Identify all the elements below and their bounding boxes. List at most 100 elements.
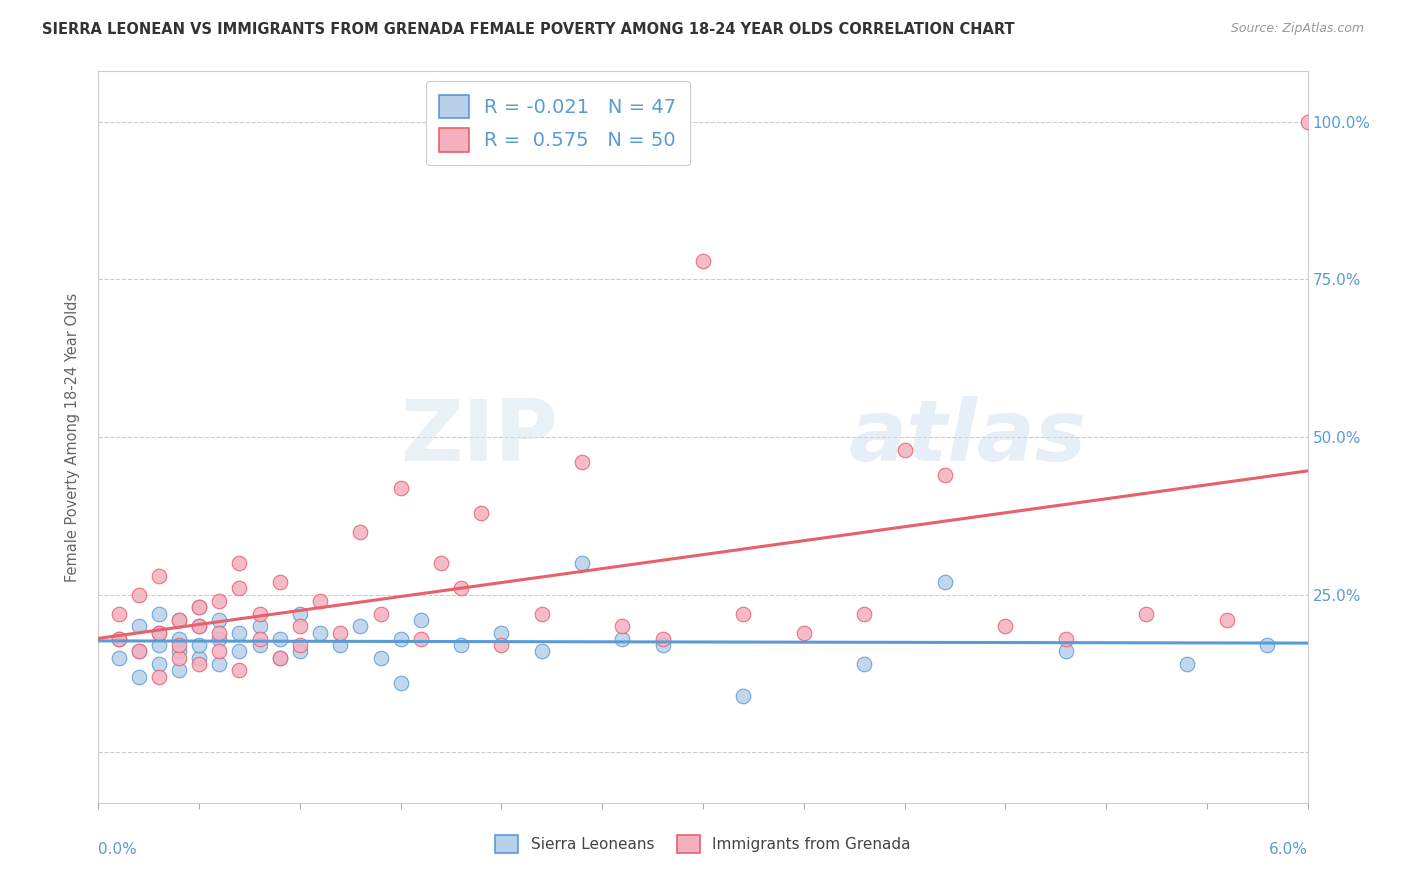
Point — [329, 638, 352, 652]
Point — [288, 607, 311, 621]
Point — [288, 644, 311, 658]
Text: SIERRA LEONEAN VS IMMIGRANTS FROM GRENADA FEMALE POVERTY AMONG 18-24 YEAR OLDS C: SIERRA LEONEAN VS IMMIGRANTS FROM GRENAD… — [42, 22, 1015, 37]
Point — [148, 670, 170, 684]
Point — [188, 600, 211, 615]
Point — [309, 594, 332, 608]
Point — [148, 607, 170, 621]
Point — [893, 442, 915, 457]
Point — [1216, 613, 1239, 627]
Point — [1135, 607, 1157, 621]
Point — [853, 607, 876, 621]
Text: ZIP: ZIP — [401, 395, 558, 479]
Point — [389, 632, 412, 646]
Point — [309, 625, 332, 640]
Point — [853, 657, 876, 671]
Point — [1296, 115, 1319, 129]
Text: atlas: atlas — [848, 395, 1087, 479]
Point — [228, 664, 250, 678]
Point — [370, 650, 392, 665]
Point — [450, 638, 472, 652]
Point — [269, 575, 291, 590]
Point — [450, 582, 472, 596]
Text: 6.0%: 6.0% — [1268, 842, 1308, 856]
Text: 0.0%: 0.0% — [98, 842, 138, 856]
Point — [409, 613, 432, 627]
Point — [733, 607, 755, 621]
Point — [793, 625, 815, 640]
Point — [167, 664, 190, 678]
Point — [148, 625, 170, 640]
Y-axis label: Female Poverty Among 18-24 Year Olds: Female Poverty Among 18-24 Year Olds — [65, 293, 80, 582]
Point — [733, 689, 755, 703]
Point — [228, 582, 250, 596]
Point — [148, 625, 170, 640]
Point — [249, 619, 271, 633]
Point — [430, 556, 453, 570]
Point — [1175, 657, 1198, 671]
Point — [269, 650, 291, 665]
Point — [349, 619, 371, 633]
Point — [1054, 644, 1077, 658]
Point — [188, 600, 211, 615]
Point — [167, 644, 190, 658]
Point — [692, 253, 714, 268]
Point — [228, 625, 250, 640]
Point — [107, 632, 129, 646]
Point — [148, 638, 170, 652]
Point — [571, 556, 593, 570]
Point — [128, 619, 150, 633]
Legend: Sierra Leoneans, Immigrants from Grenada: Sierra Leoneans, Immigrants from Grenada — [488, 827, 918, 861]
Text: Source: ZipAtlas.com: Source: ZipAtlas.com — [1230, 22, 1364, 36]
Point — [228, 644, 250, 658]
Point — [530, 644, 553, 658]
Point — [571, 455, 593, 469]
Point — [491, 625, 513, 640]
Point — [148, 657, 170, 671]
Point — [128, 588, 150, 602]
Point — [994, 619, 1017, 633]
Point — [389, 481, 412, 495]
Point — [349, 524, 371, 539]
Point — [208, 625, 231, 640]
Point — [329, 625, 352, 640]
Point — [128, 644, 150, 658]
Point — [934, 467, 956, 482]
Point — [491, 638, 513, 652]
Point — [208, 613, 231, 627]
Point — [1054, 632, 1077, 646]
Point — [107, 650, 129, 665]
Point — [1256, 638, 1278, 652]
Point — [188, 619, 211, 633]
Point — [612, 619, 634, 633]
Point — [167, 613, 190, 627]
Point — [288, 619, 311, 633]
Point — [208, 632, 231, 646]
Point — [530, 607, 553, 621]
Point — [934, 575, 956, 590]
Point — [107, 632, 129, 646]
Point — [188, 619, 211, 633]
Point — [128, 644, 150, 658]
Point — [208, 594, 231, 608]
Point — [249, 607, 271, 621]
Point — [651, 632, 673, 646]
Point — [167, 613, 190, 627]
Point — [651, 638, 673, 652]
Point — [470, 506, 492, 520]
Point — [269, 650, 291, 665]
Point — [188, 638, 211, 652]
Point — [370, 607, 392, 621]
Point — [249, 638, 271, 652]
Point — [208, 644, 231, 658]
Point — [167, 650, 190, 665]
Point — [208, 657, 231, 671]
Point — [148, 569, 170, 583]
Point — [188, 657, 211, 671]
Point — [188, 650, 211, 665]
Point — [107, 607, 129, 621]
Point — [409, 632, 432, 646]
Point — [167, 638, 190, 652]
Point — [228, 556, 250, 570]
Point — [269, 632, 291, 646]
Point — [612, 632, 634, 646]
